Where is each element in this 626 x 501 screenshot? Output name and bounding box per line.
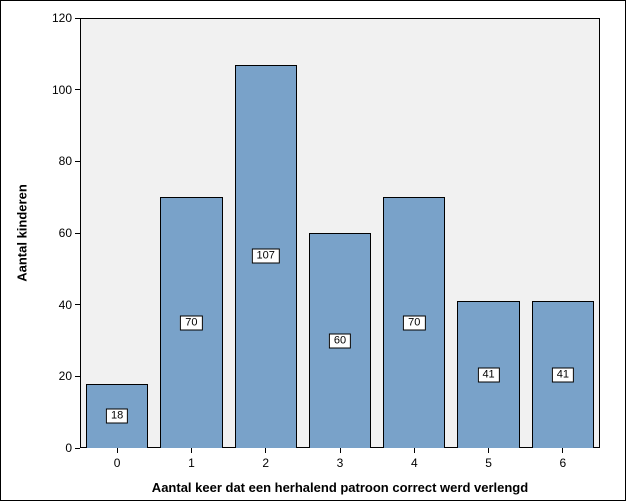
plot-area: 187010760704141 020406080100120 0123456 bbox=[80, 18, 600, 448]
x-tick-label: 6 bbox=[560, 448, 567, 470]
x-tick-label: 4 bbox=[411, 448, 418, 470]
y-tick-label: 100 bbox=[52, 83, 80, 97]
y-tick-label: 60 bbox=[59, 226, 80, 240]
x-tick-label: 2 bbox=[262, 448, 269, 470]
bar-value-label: 41 bbox=[477, 367, 499, 382]
bar-value-label: 70 bbox=[403, 315, 425, 330]
bar-value-label: 41 bbox=[552, 367, 574, 382]
bar-value-label: 70 bbox=[180, 315, 202, 330]
y-tick-label: 40 bbox=[59, 298, 80, 312]
y-tick-label: 120 bbox=[52, 11, 80, 25]
y-tick-label: 20 bbox=[59, 369, 80, 383]
y-axis-title: Aantal kinderen bbox=[15, 184, 30, 282]
bar-value-label: 60 bbox=[329, 333, 351, 348]
x-axis-title: Aantal keer dat een herhalend patroon co… bbox=[152, 480, 528, 495]
x-tick-label: 1 bbox=[188, 448, 195, 470]
x-tick-label: 3 bbox=[337, 448, 344, 470]
bar-value-label: 18 bbox=[106, 408, 128, 423]
x-tick-label: 0 bbox=[114, 448, 121, 470]
x-tick-label: 5 bbox=[485, 448, 492, 470]
y-tick-label: 80 bbox=[59, 154, 80, 168]
chart-container: 187010760704141 020406080100120 0123456 … bbox=[0, 0, 626, 501]
bar-value-label: 107 bbox=[252, 249, 280, 264]
y-tick-label: 0 bbox=[65, 441, 80, 455]
